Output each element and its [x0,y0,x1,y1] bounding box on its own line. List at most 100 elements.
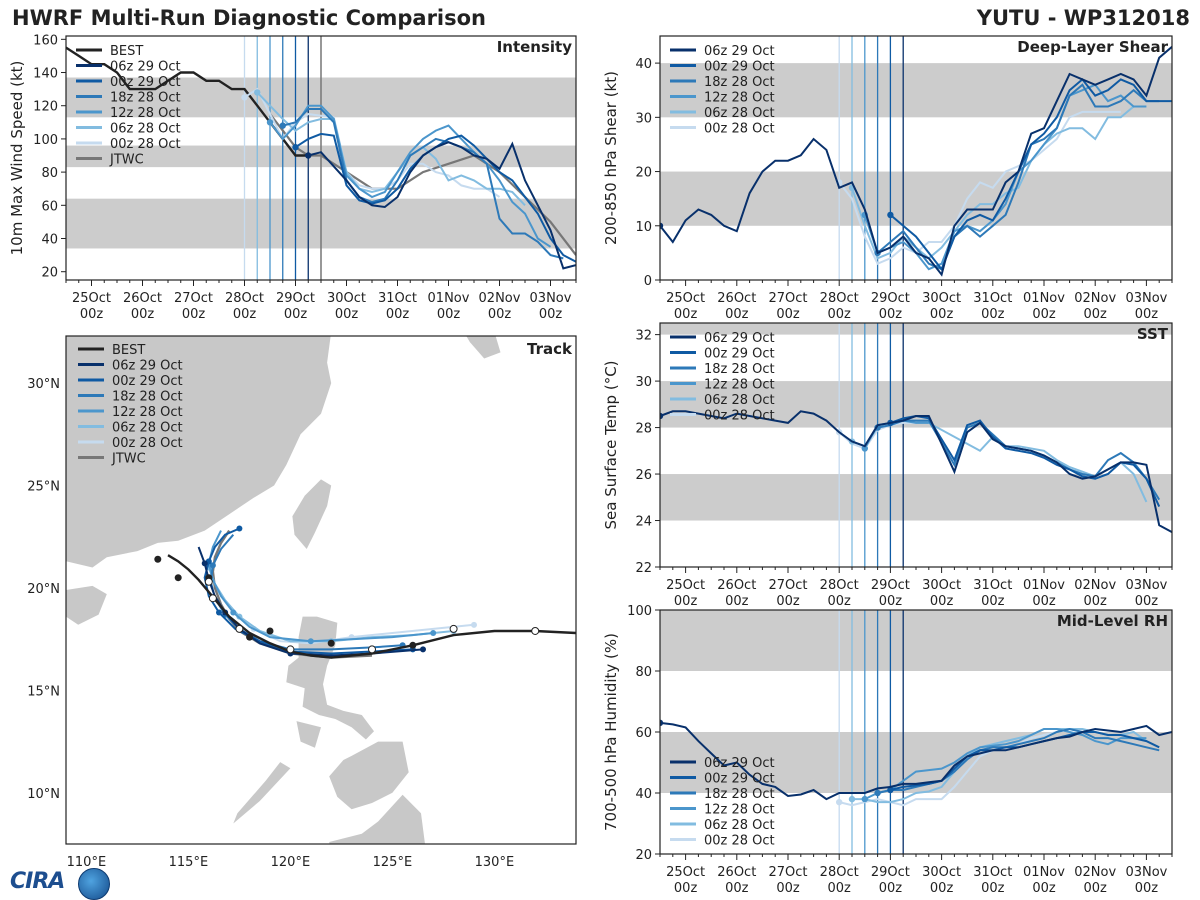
globe-icon [78,868,110,900]
rh-legend-label: 00z 28 Oct [704,834,775,849]
shear-init-marker-0 [660,222,664,229]
cira-logo: CIRA [6,868,110,900]
rh-init-marker-4 [848,795,856,803]
logo-text: CIRA [10,869,65,894]
shear-plot-area [660,36,1172,280]
intensity-ytick-label: 120 [33,100,58,115]
track-series-5-marker [471,621,477,628]
sst-xtick-label: 00z [1084,594,1108,609]
sst-ytick-label: 28 [635,422,652,437]
shear-xtick-label: 00z [1135,307,1159,322]
sst-xtick-label: 00z [674,594,698,609]
track-ytick-label: 15°N [27,684,60,699]
rh-xtick-label: 00z [930,881,954,896]
intensity-xtick-label: 01Nov [428,291,470,306]
track-best-marker-filled [409,641,417,649]
rh-ytick-label: 100 [627,604,652,619]
intensity-ytick-label: 40 [41,233,58,248]
palawan-land [233,762,291,824]
rh-init-marker-3 [861,795,868,803]
shear-xtick-label: 01Nov [1023,291,1065,306]
sst-init-marker-0 [660,412,664,420]
luzon-land [286,616,374,740]
intensity-xtick-label: 30Oct [327,291,366,306]
intensity-ytick-label: 20 [41,266,58,281]
rh-xtick-label: 00z [1084,881,1108,896]
track-best [167,554,576,659]
intensity-best-line [66,46,309,157]
sst-ytick-label: 26 [635,468,652,483]
track-best-marker-filled [327,639,335,647]
track-best-marker-open [531,626,540,635]
sst-legend-label: 18z 28 Oct [704,362,775,377]
intensity-xtick-label: 28Oct [225,291,264,306]
shear-series-3 [863,83,1147,271]
intensity-xtick-label: 00z [386,307,410,322]
shear-series-5 [838,110,1121,265]
intensity-xtick-label: 00z [488,307,512,322]
intensity-ytick-label: 160 [33,33,58,48]
rh-init-marker-1 [887,786,894,794]
track-ytick-label: 20°N [27,582,60,597]
shear-xtick-label: 00z [981,307,1005,322]
intensity-xtick-label: 00z [131,307,155,322]
shear-xtick-label: 00z [879,307,903,322]
shear-xtick-label: 00z [1032,307,1056,322]
rh-plot-area [660,610,1172,854]
shear-legend-label: 18z 28 Oct [704,75,775,90]
shear-xtick-label: 26Oct [717,291,756,306]
track-series-3-marker [430,630,437,637]
intensity-xtick-label: 25Oct [72,291,111,306]
sst-xtick-label: 29Oct [871,578,910,593]
sst-xtick-label: 00z [725,594,749,609]
sst-plot-area [660,323,1172,567]
shear-init-marker-1 [887,211,894,219]
sst-xtick-label: 01Nov [1023,578,1065,593]
rh-xtick-label: 00z [725,881,749,896]
mindanao-land [329,794,425,844]
intensity-xtick-label: 00z [182,307,206,322]
intensity-ytick-label: 80 [41,166,58,181]
rh-xtick-label: 29Oct [871,865,910,880]
intensity-init-marker-1 [292,144,299,151]
intensity-legend-label: 00z 28 Oct [110,137,181,152]
intensity-legend-label: 00z 29 Oct [110,75,181,90]
track-best-marker-filled [154,555,162,563]
hainan-land [66,585,107,625]
sst-legend-label: 12z 28 Oct [704,378,775,393]
sst-xtick-label: 25Oct [666,578,705,593]
sst-title: SST [1137,325,1169,343]
rh-ylabel: 700-500 hPa Humidity (%) [602,633,620,831]
rh-legend-label: 00z 29 Oct [704,772,775,787]
rh-xtick-label: 00z [776,881,800,896]
borneo-land [209,844,240,858]
shear-xtick-label: 25Oct [666,291,705,306]
track-xtick-label: 125°E [373,855,413,870]
taiwan-land [292,479,332,549]
shear-legend-label: 12z 28 Oct [704,91,775,106]
rh-series-0 [660,721,1172,801]
track-best-marker-filled [266,627,274,635]
track-plot-area [66,336,576,858]
intensity-xtick-label: 03Nov [530,291,572,306]
sst-ytick-label: 30 [635,375,652,390]
sst-ytick-label: 22 [635,561,652,576]
sst-xtick-label: 00z [776,594,800,609]
sst-xtick-label: 00z [879,594,903,609]
track-ytick-label: 25°N [27,480,60,495]
track-series-2-marker [209,562,216,569]
intensity-legend-label: 06z 28 Oct [110,122,181,137]
rh-shade-band [660,610,1172,671]
intensity-init-marker-5 [241,94,248,101]
sst-xtick-label: 27Oct [768,578,807,593]
track-legend-label: 18z 28 Oct [112,390,183,405]
intensity-xtick-label: 27Oct [174,291,213,306]
shear-shade-band [660,171,1172,226]
rh-init-marker-2 [874,789,881,797]
sst-shade-band [660,323,1172,335]
track-best-marker-open [449,624,458,633]
japan-land [466,336,501,359]
